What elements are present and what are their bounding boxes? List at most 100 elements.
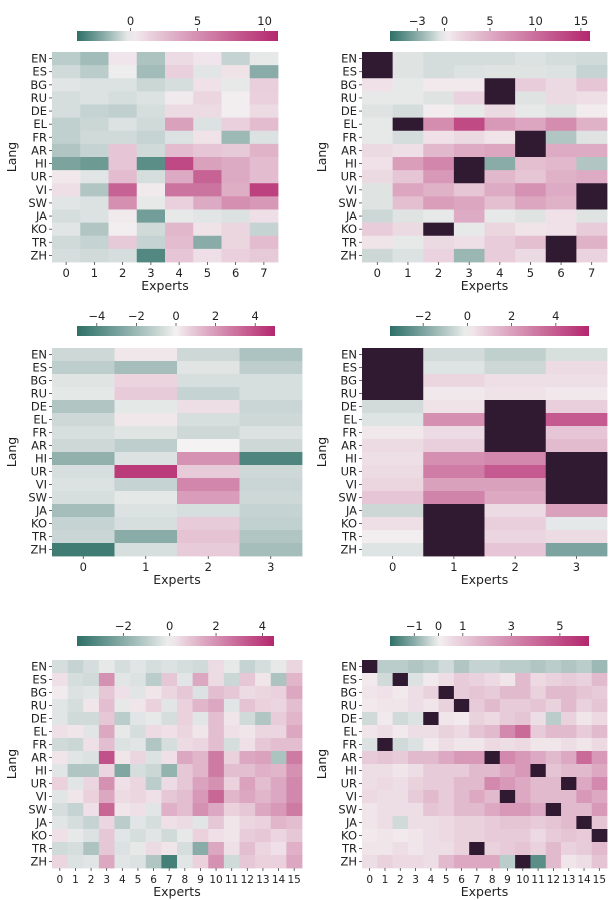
heatmap-cell — [177, 452, 240, 466]
heatmap-cell — [249, 65, 279, 79]
heatmap-cell — [161, 816, 178, 830]
heatmap-cell — [145, 803, 162, 817]
heatmap-cell — [423, 104, 455, 119]
heatmap-cell — [192, 803, 209, 817]
heatmap-cell — [362, 183, 394, 197]
y-tick-label: SW — [28, 196, 47, 210]
heatmap-cell — [362, 543, 424, 557]
y-tick-label: AR — [341, 143, 357, 157]
heatmap-cell — [270, 725, 287, 739]
heatmap-cell — [499, 790, 516, 804]
heatmap-cell — [114, 387, 178, 401]
y-tick-label: VI — [346, 183, 357, 197]
heatmap-cell — [484, 465, 547, 479]
y-tick-label: AR — [31, 751, 47, 765]
heatmap-cell — [114, 842, 131, 856]
heatmap-cell — [193, 209, 222, 224]
heatmap-cell — [114, 777, 131, 791]
heatmap-cell — [545, 117, 577, 132]
colorbar-tick-label: −3 — [409, 14, 426, 28]
heatmap-cell — [392, 712, 409, 726]
heatmap-cell — [515, 777, 531, 791]
heatmap-cell — [484, 777, 501, 791]
heatmap-cell — [52, 855, 69, 869]
heatmap-cell — [177, 478, 240, 492]
heatmap-cell — [530, 803, 547, 817]
heatmap-cell — [362, 465, 424, 479]
heatmap-cell — [161, 777, 178, 791]
y-tick-label: FR — [32, 426, 47, 440]
heatmap-cell — [484, 738, 501, 752]
heatmap-cell — [453, 235, 485, 250]
heatmap-cell — [208, 790, 225, 804]
heatmap-cell — [67, 803, 84, 817]
heatmap-cell — [423, 348, 485, 362]
heatmap-cell — [239, 712, 256, 726]
heatmap-cell — [130, 764, 147, 778]
heatmap-cell — [469, 764, 485, 778]
heatmap-cell — [423, 660, 439, 674]
heatmap-cell — [286, 829, 303, 843]
heatmap-cell — [545, 222, 577, 237]
heatmap-cell — [591, 790, 608, 804]
heatmap-cell — [239, 530, 303, 544]
heatmap-cell — [52, 361, 115, 375]
heatmap-cell — [499, 699, 516, 713]
heatmap-cell — [362, 248, 394, 263]
heatmap-cell — [438, 738, 455, 752]
heatmap-cell — [177, 400, 240, 414]
heatmap-cell — [193, 235, 222, 250]
heatmap-cell — [177, 751, 194, 765]
heatmap-cell — [145, 660, 162, 674]
heatmap-cell — [239, 699, 256, 713]
y-tick-label: KO — [341, 829, 357, 843]
heatmap-cell — [484, 803, 501, 817]
heatmap-cell — [136, 248, 166, 263]
heatmap-cell — [108, 235, 138, 250]
heatmap-cell — [223, 790, 240, 804]
heatmap-cell — [145, 816, 162, 830]
heatmap-cell — [255, 816, 272, 830]
heatmap-cell — [52, 686, 69, 700]
heatmap-cell — [377, 660, 394, 674]
heatmap-cell — [108, 130, 138, 145]
heatmap-cell — [469, 686, 485, 700]
heatmap-cell — [591, 738, 608, 752]
heatmap-cell — [177, 829, 194, 843]
heatmap-cell — [392, 738, 409, 752]
heatmap-cell — [114, 686, 131, 700]
heatmap-cell — [545, 543, 608, 557]
heatmap-cell — [177, 673, 194, 687]
heatmap-cell — [484, 712, 501, 726]
heatmap-cell — [239, 543, 303, 557]
heatmap-cell — [576, 222, 608, 237]
heatmap-cell — [453, 248, 485, 263]
heatmap-cell — [392, 52, 424, 66]
heatmap-cell — [52, 222, 81, 237]
heatmap-cell — [221, 209, 251, 224]
heatmap-cell — [362, 751, 378, 765]
heatmap-cell — [530, 777, 547, 791]
x-tick-label: 6 — [557, 266, 564, 280]
heatmap-cell — [362, 504, 424, 518]
heatmap-cell — [52, 777, 69, 791]
heatmap-cell — [136, 235, 166, 250]
heatmap-cell — [239, 829, 256, 843]
heatmap-cell — [453, 686, 470, 700]
y-tick-label: JA — [345, 816, 357, 830]
y-axis-label: Lang — [314, 749, 329, 779]
heatmap-cell — [239, 686, 256, 700]
heatmap-cell — [530, 673, 547, 687]
heatmap-cell — [423, 699, 439, 713]
heatmap-cell — [499, 816, 516, 830]
heatmap-cell — [362, 777, 378, 791]
heatmap-cell — [145, 712, 162, 726]
heatmap-cell — [83, 712, 100, 726]
heatmap-cell — [392, 816, 409, 830]
heatmap-cell — [438, 712, 455, 726]
heatmap-cell — [515, 855, 531, 869]
heatmap-cell — [438, 686, 455, 700]
heatmap-cell — [392, 686, 409, 700]
heatmap-cell — [52, 170, 81, 184]
heatmap-cell — [362, 816, 378, 830]
